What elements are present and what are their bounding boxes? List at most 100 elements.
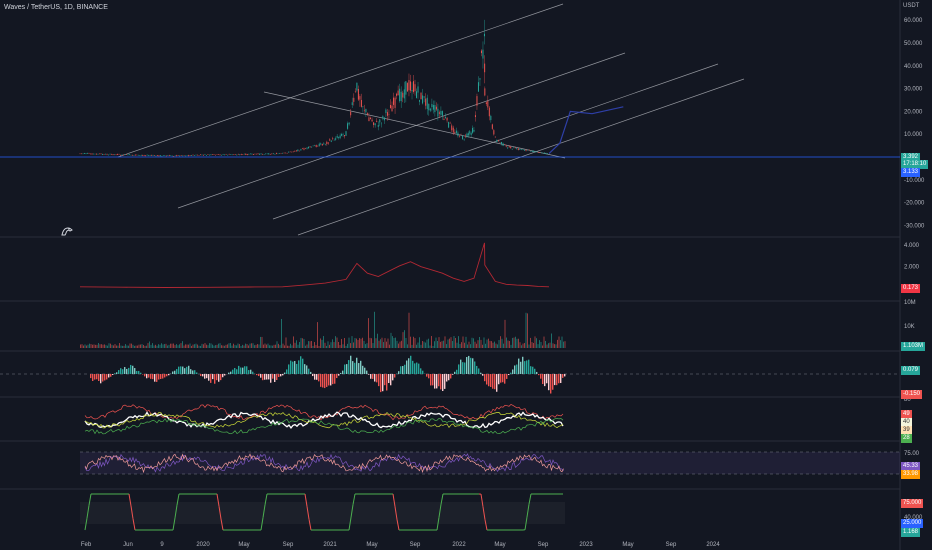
volume-bar — [219, 343, 221, 348]
candle — [224, 154, 226, 156]
histogram-bar — [274, 374, 276, 383]
candle — [525, 149, 527, 151]
candle — [491, 124, 493, 129]
candle — [435, 106, 437, 110]
candle — [283, 152, 285, 154]
volume-bar — [101, 344, 102, 348]
candle — [511, 148, 513, 150]
histogram-bar — [350, 355, 352, 374]
volume-bar — [339, 345, 341, 348]
histogram-bar — [438, 374, 440, 387]
volume-bar — [176, 344, 177, 348]
histogram-bar — [346, 364, 348, 374]
volume-bar — [347, 343, 348, 348]
volume-bar — [155, 344, 156, 348]
rsi-axis-label: 75.00 — [904, 451, 920, 457]
volume-bar — [380, 339, 381, 348]
histogram-bar — [336, 374, 338, 379]
histogram-bar — [210, 374, 212, 383]
candle — [333, 139, 335, 141]
candle — [539, 152, 541, 154]
candle — [314, 145, 316, 147]
candle — [527, 149, 529, 151]
candle — [440, 110, 442, 115]
oscillator-axis-label: 80 — [904, 397, 911, 403]
histogram-bar — [352, 361, 354, 374]
volume-bar — [81, 344, 83, 348]
volume-bar — [255, 344, 257, 348]
volume-bar — [351, 336, 353, 348]
candle — [326, 141, 328, 145]
volume-bar — [560, 340, 561, 348]
candle — [514, 147, 516, 149]
candle — [265, 153, 267, 155]
volume-bar — [432, 345, 434, 348]
volume-bar — [212, 344, 213, 348]
histogram-bar — [354, 362, 356, 374]
volume-bar — [471, 337, 473, 348]
volume-bar — [252, 343, 254, 348]
volume-bar — [251, 343, 252, 348]
stoch-line — [84, 518, 88, 531]
candle — [282, 153, 284, 154]
histogram-bar — [420, 368, 422, 374]
volume-bar — [224, 345, 225, 348]
volume-bar — [497, 344, 498, 348]
volume-bar — [504, 319, 506, 348]
candle — [348, 122, 350, 125]
volume-bar — [404, 330, 405, 348]
volume-bar — [378, 340, 380, 348]
candle — [327, 142, 329, 144]
histogram-bar — [372, 374, 374, 379]
histogram-bar — [270, 374, 272, 383]
volume-bar — [408, 312, 410, 348]
histogram-bar — [446, 374, 448, 382]
histogram-bar — [192, 370, 194, 374]
candle — [454, 132, 456, 134]
volume-bar — [260, 336, 261, 348]
stoch-line — [348, 517, 352, 531]
volume-bar — [140, 344, 141, 348]
histogram-bar — [484, 374, 486, 382]
volume-bar — [371, 338, 372, 348]
candle — [205, 155, 207, 156]
volume-bar — [227, 344, 228, 348]
price-label-secondary: 3.133 — [901, 168, 921, 177]
candle — [537, 152, 539, 153]
volume-bar — [515, 336, 516, 348]
histogram-bar — [516, 364, 518, 374]
candle — [242, 154, 244, 155]
volume-axis-label: 10M — [904, 300, 916, 306]
volume-bar — [185, 344, 186, 348]
volume-bar — [539, 340, 540, 348]
candle — [324, 143, 326, 145]
volume-bar — [272, 345, 273, 348]
volume-bar — [542, 345, 543, 348]
histogram-bar — [430, 374, 432, 386]
histogram-bar — [242, 367, 244, 374]
volume-bar — [453, 336, 455, 348]
histogram-bar — [280, 374, 282, 377]
histogram-bar — [462, 362, 464, 374]
candle — [414, 84, 416, 92]
histogram-bar — [402, 366, 404, 374]
candle — [428, 103, 430, 111]
volume-bar — [410, 336, 411, 348]
candle — [243, 153, 245, 155]
candle — [466, 133, 468, 137]
histogram-bar — [318, 374, 320, 382]
volume-bar — [345, 345, 347, 348]
histogram-bar — [182, 366, 184, 374]
candle — [354, 90, 356, 92]
candle — [312, 145, 314, 147]
candle — [519, 148, 521, 150]
candle — [423, 96, 425, 98]
volume-bar — [342, 344, 344, 348]
histogram-bar — [264, 374, 266, 380]
histogram-bar — [414, 363, 416, 374]
volume-bar — [536, 338, 537, 348]
volume-bar — [462, 336, 464, 348]
volume-bar — [519, 342, 521, 348]
candle — [473, 129, 475, 132]
